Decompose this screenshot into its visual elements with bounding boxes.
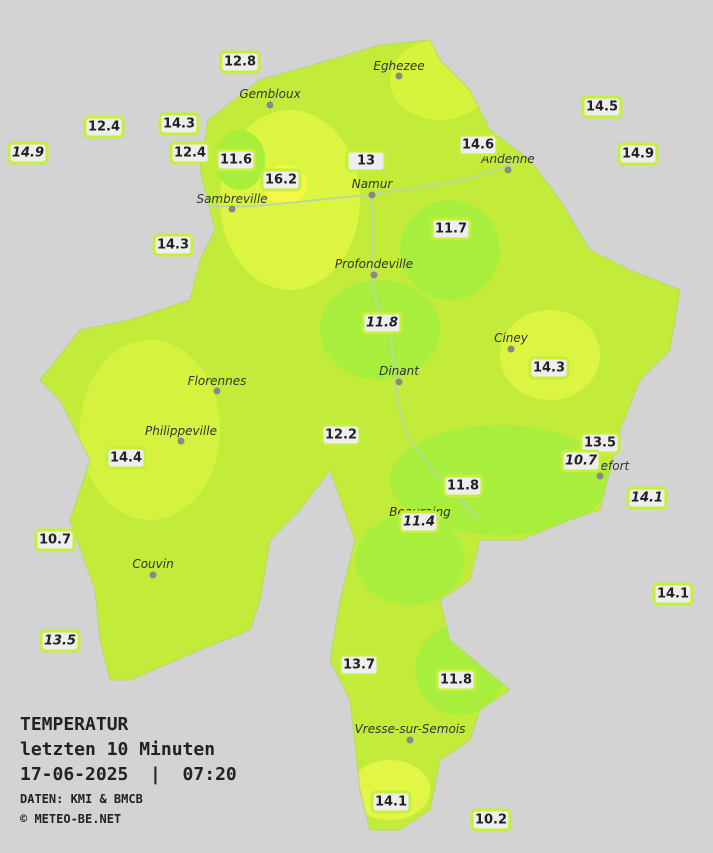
city-dot [370, 271, 378, 279]
city-dot [596, 472, 604, 480]
station-box [169, 141, 211, 165]
title: TEMPERATUR [20, 714, 129, 735]
station-box [338, 653, 380, 677]
stations: 12.8 12.4 14.3 14.9 12.4 11.6 16.2 13 14.6 14.5 14… [7, 50, 694, 832]
station-value: 11.8 [447, 479, 479, 494]
city-dot [266, 101, 274, 109]
station-box [430, 217, 472, 241]
city-label: Vresse-sur-Semois [355, 722, 466, 736]
station-box [626, 486, 668, 510]
station-value: 10.2 [475, 813, 507, 828]
station-box [219, 50, 261, 74]
station-box [39, 629, 81, 653]
city-label: Gembloux [239, 87, 301, 101]
city-dot [368, 191, 376, 199]
station-value: 14.1 [631, 491, 663, 506]
city-label: Dinant [379, 364, 420, 378]
station-value: 12.4 [174, 146, 206, 161]
city-label: Profondeville [335, 257, 413, 271]
station-box [7, 141, 49, 165]
station-value: 14.3 [533, 361, 565, 376]
station-value: 14.9 [622, 147, 654, 162]
cities: EghezeeGemblouxSambrevilleNamurAndennePr… [132, 59, 631, 744]
city-label: Ciney [494, 331, 529, 345]
city-label: Eghezee [373, 59, 424, 73]
city-dot [504, 166, 512, 174]
city-dot [395, 72, 403, 80]
station-value: 16.2 [265, 173, 297, 188]
station-value: 13.5 [44, 634, 76, 649]
cool-zone [390, 425, 610, 535]
station-box [581, 95, 623, 119]
station-value: 14.9 [12, 146, 44, 161]
station-box [398, 510, 440, 534]
station-box [457, 133, 499, 157]
station-box [215, 148, 257, 172]
station-box [320, 423, 362, 447]
station-box [435, 668, 477, 692]
station-value: 14.6 [462, 138, 494, 153]
station-box [652, 582, 694, 606]
city-label: Namur [352, 177, 394, 191]
station-value: 10.7 [565, 454, 598, 469]
station-value: 14.4 [110, 451, 142, 466]
city-dot [406, 736, 414, 744]
source: DATEN: KMI & BMCB [20, 792, 143, 806]
station-value: 12.8 [224, 55, 256, 70]
station-box [370, 790, 412, 814]
warm-zone [80, 340, 220, 520]
station-value: 14.3 [157, 238, 189, 253]
city-label: Sambreville [196, 192, 267, 206]
station-value: 11.4 [403, 515, 435, 530]
city-dot [228, 205, 236, 213]
warm-zone [500, 310, 600, 400]
station-box [158, 112, 200, 136]
cool-zone [400, 200, 500, 300]
station-value: 14.1 [375, 795, 407, 810]
station-value: 12.2 [325, 428, 357, 443]
station-value: 11.7 [435, 222, 467, 237]
station-box [528, 356, 570, 380]
station-box [560, 449, 602, 473]
cool-zone [355, 515, 465, 605]
copyright: © METEO-BE.NET [20, 812, 121, 826]
city-dot [177, 437, 185, 445]
city-label: Philippeville [145, 424, 217, 438]
station-value: 11.8 [366, 316, 398, 331]
station-value: 14.3 [163, 117, 195, 132]
city-label: Florennes [188, 374, 247, 388]
station-box [152, 233, 194, 257]
station-box [260, 168, 302, 192]
station-value: 13.5 [584, 436, 616, 451]
station-box [105, 446, 147, 470]
station-value: 12.4 [88, 120, 120, 135]
period: letzten 10 Minuten [20, 739, 215, 760]
station-box [442, 474, 484, 498]
city-label: Couvin [132, 557, 173, 571]
station-box [470, 808, 512, 832]
station-value: 11.6 [220, 153, 252, 168]
city-dot [395, 378, 403, 386]
station-box [34, 528, 76, 552]
station-value: 13.7 [343, 658, 375, 673]
city-dot [507, 345, 515, 353]
city-dot [149, 571, 157, 579]
station-box [83, 115, 125, 139]
station-value: 14.1 [657, 587, 689, 602]
station-value: 10.7 [39, 533, 71, 548]
station-value: 14.5 [586, 100, 618, 115]
city-dot [213, 387, 221, 395]
station-box [617, 142, 659, 166]
station-box [361, 311, 403, 335]
station-value: 11.8 [440, 673, 472, 688]
station-value: 13 [357, 154, 375, 169]
datetime: 17-06-2025 | 07:20 [20, 764, 237, 785]
station-box [345, 149, 387, 173]
